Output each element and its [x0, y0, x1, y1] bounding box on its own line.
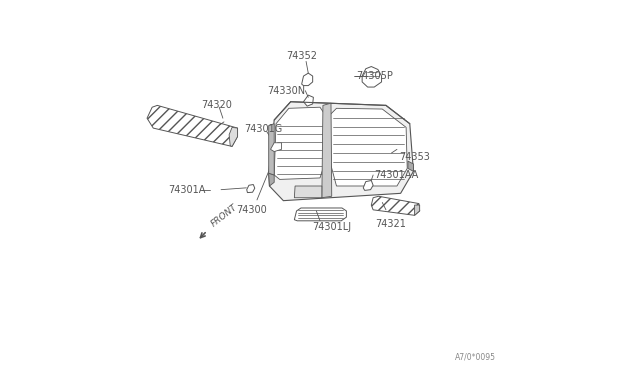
Polygon shape — [415, 205, 420, 215]
Text: 74301A: 74301A — [168, 185, 205, 195]
Text: FRONT: FRONT — [209, 203, 239, 229]
Text: 74330N: 74330N — [267, 86, 305, 96]
Text: A7/0*0095: A7/0*0095 — [455, 353, 496, 362]
Text: 74352: 74352 — [286, 51, 317, 61]
Text: 74321: 74321 — [375, 219, 406, 230]
Polygon shape — [294, 186, 322, 198]
Polygon shape — [322, 103, 332, 198]
Text: 74353: 74353 — [399, 152, 429, 162]
Polygon shape — [271, 143, 282, 151]
Polygon shape — [246, 185, 255, 193]
Polygon shape — [362, 67, 381, 87]
Text: 74301AA: 74301AA — [374, 170, 419, 180]
Polygon shape — [330, 108, 407, 186]
Polygon shape — [269, 102, 413, 201]
Polygon shape — [269, 124, 274, 175]
Polygon shape — [274, 107, 324, 179]
Polygon shape — [408, 161, 413, 171]
Polygon shape — [294, 208, 346, 221]
Polygon shape — [364, 180, 373, 190]
Text: 74320: 74320 — [201, 100, 232, 110]
Polygon shape — [301, 73, 313, 86]
Polygon shape — [269, 173, 274, 186]
Polygon shape — [371, 196, 420, 215]
Text: 74301G: 74301G — [244, 124, 282, 134]
Polygon shape — [303, 95, 314, 106]
Polygon shape — [147, 105, 237, 147]
Text: 74301LJ: 74301LJ — [313, 222, 352, 232]
Polygon shape — [229, 127, 237, 147]
Text: 74300: 74300 — [236, 205, 266, 215]
Text: 74305P: 74305P — [356, 71, 394, 81]
